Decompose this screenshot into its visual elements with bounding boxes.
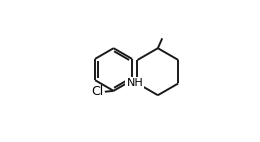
Text: NH: NH — [126, 78, 143, 88]
Text: Cl: Cl — [92, 85, 104, 98]
